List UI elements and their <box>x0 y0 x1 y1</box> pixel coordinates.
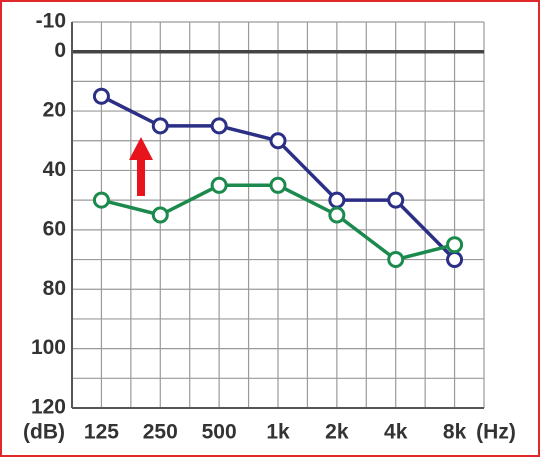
x-unit: (Hz) <box>476 421 516 444</box>
y-tick-label: 80 <box>43 277 66 300</box>
grid <box>71 21 485 409</box>
arrow-head <box>129 137 153 160</box>
marks <box>92 87 464 269</box>
marker <box>387 191 405 209</box>
x-tick-label: 8k <box>443 421 467 444</box>
marker <box>92 87 110 105</box>
y-tick-label: 120 <box>31 396 66 419</box>
x-tick-label: 2k <box>325 421 349 444</box>
x-tick-label: 1k <box>266 421 290 444</box>
x-tick-label: 500 <box>202 421 237 444</box>
marker <box>92 191 110 209</box>
marker <box>446 236 464 254</box>
x-tick-label: 250 <box>143 421 178 444</box>
x-tick-label: 4k <box>384 421 408 444</box>
marker <box>269 132 287 150</box>
arrow-annotation <box>129 137 153 196</box>
marker <box>328 206 346 224</box>
marker <box>328 191 346 209</box>
y-tick-label: 20 <box>43 99 66 122</box>
y-tick-label: 40 <box>43 158 66 181</box>
arrow-shaft <box>137 158 145 196</box>
y-unit: (dB) <box>23 421 65 444</box>
marker <box>210 117 228 135</box>
x-tick-label: 125 <box>84 421 119 444</box>
y-tick-label: 0 <box>54 39 66 62</box>
marker <box>387 251 405 269</box>
y-tick-label: 100 <box>31 336 66 359</box>
marker <box>151 117 169 135</box>
y-tick-label: -10 <box>36 10 66 33</box>
marker <box>446 251 464 269</box>
y-tick-label: 60 <box>43 217 66 240</box>
marker <box>269 176 287 194</box>
marker <box>210 176 228 194</box>
marker <box>151 206 169 224</box>
